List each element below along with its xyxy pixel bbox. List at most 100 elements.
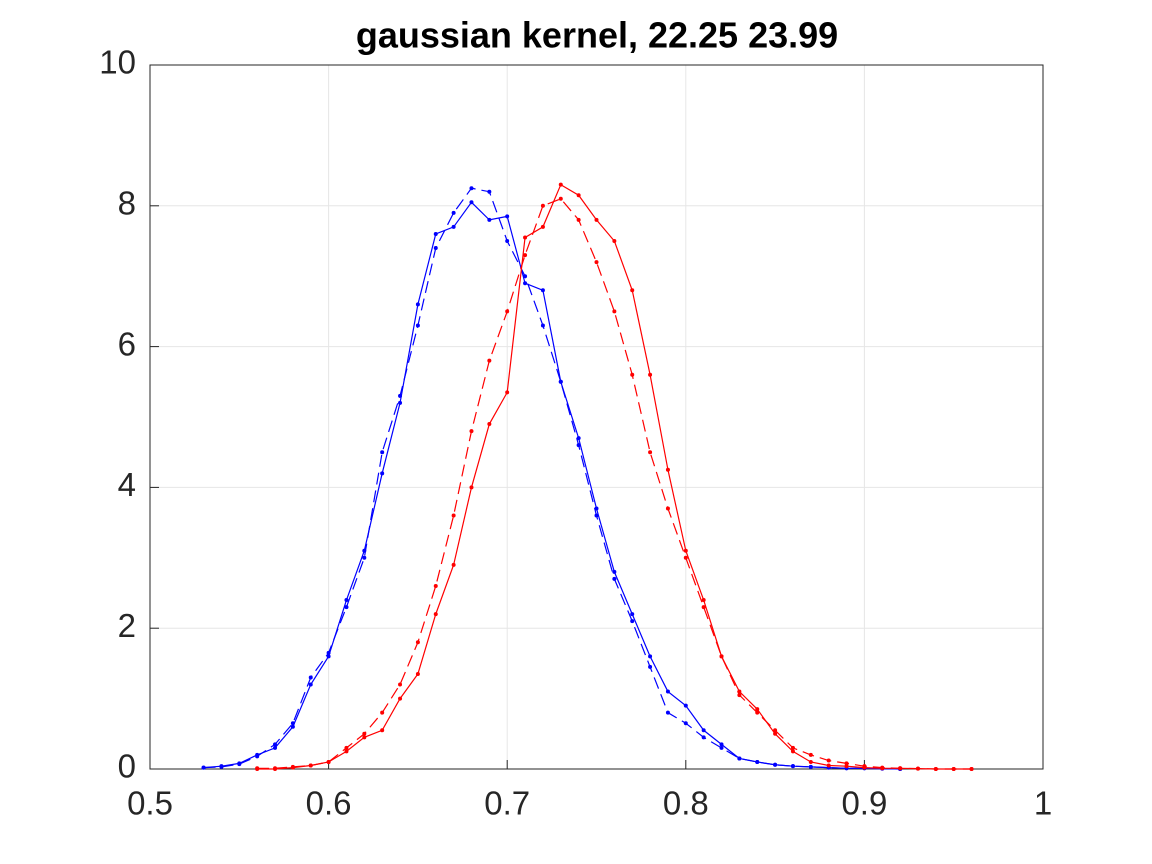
data-point (398, 682, 403, 687)
data-point (951, 767, 956, 771)
data-point (844, 761, 849, 766)
data-point (665, 710, 670, 715)
data-point (219, 764, 224, 769)
data-point (558, 196, 563, 201)
data-point (487, 189, 492, 194)
data-point (612, 569, 617, 574)
y-tick-label: 4 (118, 466, 136, 503)
data-point (755, 759, 760, 764)
data-point (773, 762, 778, 767)
data-point (648, 654, 653, 659)
data-point (469, 186, 474, 191)
data-point (540, 288, 545, 293)
data-point (648, 664, 653, 669)
data-point (719, 745, 724, 750)
data-point (415, 640, 420, 645)
data-point (451, 210, 456, 215)
data-point (665, 467, 670, 472)
y-tick-label: 10 (99, 44, 136, 81)
data-point (469, 485, 474, 490)
data-point (576, 193, 581, 198)
data-point (433, 246, 438, 251)
data-point (308, 763, 313, 768)
data-point (576, 436, 581, 441)
data-point (594, 260, 599, 265)
data-point (701, 728, 706, 733)
data-point (415, 302, 420, 307)
data-point (808, 759, 813, 764)
data-point (612, 576, 617, 581)
data-point (701, 605, 706, 610)
data-point (630, 372, 635, 377)
data-point (326, 654, 331, 659)
data-point (790, 764, 795, 769)
data-point (773, 731, 778, 736)
data-point (701, 735, 706, 740)
data-point (648, 372, 653, 377)
data-point (630, 288, 635, 293)
x-tick-label: 1 (1034, 785, 1052, 822)
data-point (415, 671, 420, 676)
data-point (290, 724, 295, 729)
data-point (398, 393, 403, 398)
data-point (398, 400, 403, 405)
x-tick-label: 0.9 (841, 785, 887, 822)
x-tick-label: 0.6 (306, 785, 352, 822)
data-point (594, 513, 599, 518)
data-point (826, 758, 831, 763)
data-point (808, 752, 813, 757)
data-point (701, 598, 706, 603)
data-point (773, 728, 778, 733)
data-point (344, 745, 349, 750)
data-point (380, 710, 385, 715)
axes-box (149, 64, 1044, 770)
data-point (719, 654, 724, 659)
data-point (523, 281, 528, 286)
data-point (273, 745, 278, 750)
x-tick-label: 0.7 (484, 785, 530, 822)
data-point (433, 231, 438, 236)
data-point (523, 235, 528, 240)
data-point (558, 182, 563, 187)
data-point (362, 735, 367, 740)
data-point (826, 763, 831, 768)
data-point (915, 766, 920, 771)
data-point (344, 598, 349, 603)
data-point (969, 767, 974, 771)
data-point (326, 650, 331, 655)
data-point (540, 323, 545, 328)
data-point (469, 429, 474, 434)
data-point (380, 450, 385, 455)
data-point (880, 765, 885, 770)
data-point (844, 764, 849, 769)
data-point (612, 309, 617, 314)
data-point (451, 562, 456, 567)
data-point (737, 693, 742, 698)
x-tick-label: 0.5 (127, 785, 173, 822)
data-point (362, 731, 367, 736)
data-point (683, 703, 688, 708)
data-point (665, 689, 670, 694)
data-point (290, 764, 295, 769)
y-tick-label: 6 (118, 325, 136, 362)
data-point (451, 513, 456, 518)
data-point (612, 239, 617, 243)
data-point (255, 754, 260, 759)
data-point (273, 766, 278, 771)
data-point (540, 224, 545, 229)
data-point (683, 548, 688, 553)
series-line (203, 187, 901, 770)
data-point (344, 605, 349, 610)
data-point (898, 766, 903, 771)
data-point (433, 583, 438, 588)
data-point (469, 200, 474, 205)
data-point (933, 767, 938, 771)
data-point (487, 217, 492, 222)
data-point (540, 203, 545, 208)
data-point (755, 707, 760, 712)
data-point (630, 619, 635, 624)
data-point (719, 742, 724, 747)
